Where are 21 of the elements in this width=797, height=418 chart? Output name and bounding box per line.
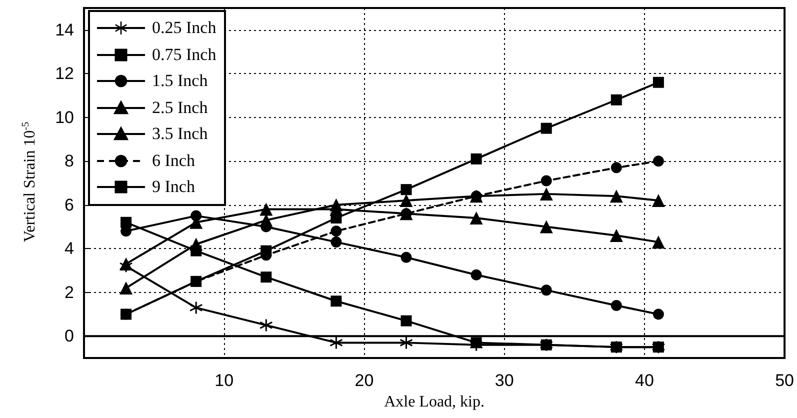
y-tick-label: 14 <box>55 20 74 40</box>
x-tick-label: 50 <box>775 371 794 390</box>
x-tick-label: 30 <box>494 371 514 390</box>
legend-label: 9 Inch <box>152 177 195 198</box>
legend-label: 1.5 Inch <box>152 71 208 92</box>
y-tick-label: 8 <box>64 152 74 171</box>
legend-label: 0.25 Inch <box>152 18 216 38</box>
y-tick-label: 12 <box>55 64 74 84</box>
y-tick-label: 10 <box>55 108 74 127</box>
y-tick-label: 0 <box>64 326 74 346</box>
legend-label: 6 Inch <box>152 150 195 171</box>
x-axis-title: Axle Load, kip. <box>384 393 484 410</box>
x-tick-label: 40 <box>634 371 654 390</box>
y-tick-label: 6 <box>64 195 74 214</box>
legend-label: 0.75 Inch <box>152 44 216 65</box>
legend-label: 2.5 Inch <box>152 98 208 118</box>
y-tick-label: 4 <box>64 239 74 258</box>
legend-label: 3.5 Inch <box>152 124 208 144</box>
y-tick-label: 2 <box>64 282 74 302</box>
x-tick-label: 20 <box>354 371 374 390</box>
x-tick-label: 10 <box>214 371 234 390</box>
